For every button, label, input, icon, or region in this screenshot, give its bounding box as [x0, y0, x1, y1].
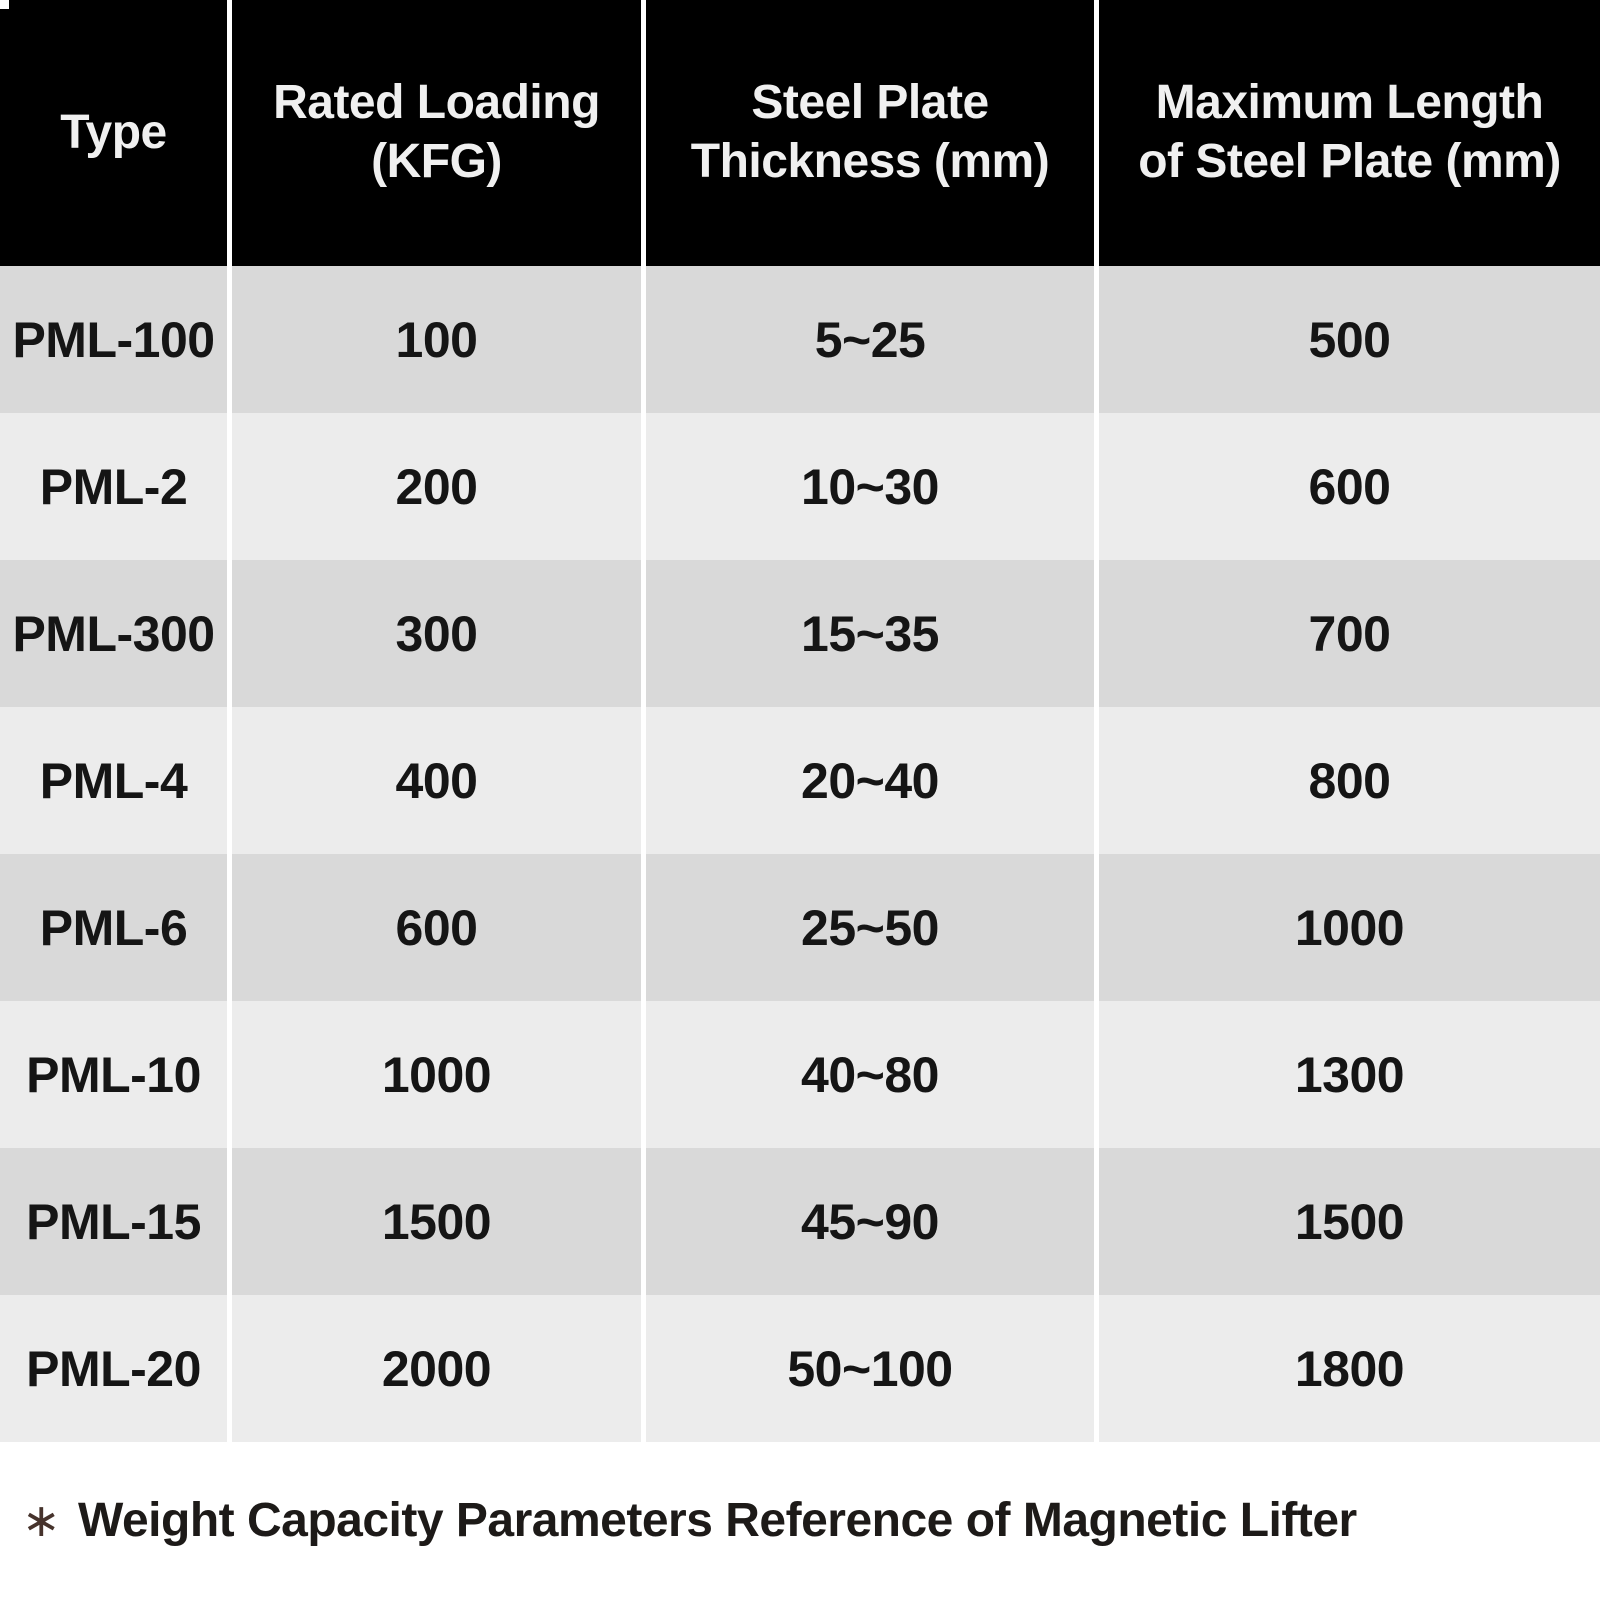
cell-thickness: 50~100 [646, 1295, 1094, 1442]
col-header-rated-loading-line1: Rated Loading [273, 76, 600, 130]
col-header-type: Type [0, 0, 227, 266]
table-row: PML-4 400 20~40 800 [0, 707, 1600, 854]
cell-rated-loading: 1500 [232, 1148, 641, 1295]
table-row: PML-2 200 10~30 600 [0, 413, 1600, 560]
cell-max-length: 1300 [1099, 1001, 1600, 1148]
cell-thickness: 45~90 [646, 1148, 1094, 1295]
cell-rated-loading: 100 [232, 266, 641, 413]
cell-thickness: 15~35 [646, 560, 1094, 707]
col-header-max-length: Maximum Length of Steel Plate (mm) [1099, 0, 1600, 266]
cell-thickness: 20~40 [646, 707, 1094, 854]
cell-thickness: 5~25 [646, 266, 1094, 413]
cell-type: PML-15 [0, 1148, 227, 1295]
table-row: PML-100 100 5~25 500 [0, 266, 1600, 413]
cell-max-length: 700 [1099, 560, 1600, 707]
table-row: PML-300 300 15~35 700 [0, 560, 1600, 707]
cell-type: PML-6 [0, 854, 227, 1001]
footnote: ∗ Weight Capacity Parameters Reference o… [22, 1462, 1357, 1578]
spec-table: Type Rated Loading (KFG) Steel Plate Thi… [0, 0, 1600, 1442]
cell-type: PML-4 [0, 707, 227, 854]
cell-type: PML-20 [0, 1295, 227, 1442]
cell-max-length: 800 [1099, 707, 1600, 854]
cell-max-length: 1500 [1099, 1148, 1600, 1295]
cell-thickness: 10~30 [646, 413, 1094, 560]
cell-thickness: 40~80 [646, 1001, 1094, 1148]
footnote-text: Weight Capacity Parameters Reference of … [78, 1493, 1357, 1547]
cell-max-length: 500 [1099, 266, 1600, 413]
table-row: PML-20 2000 50~100 1800 [0, 1295, 1600, 1442]
col-header-rated-loading: Rated Loading (KFG) [232, 0, 641, 266]
cell-rated-loading: 1000 [232, 1001, 641, 1148]
col-header-thickness-line2: Thickness (mm) [690, 135, 1050, 188]
cell-max-length: 1800 [1099, 1295, 1600, 1442]
table-row: PML-6 600 25~50 1000 [0, 854, 1600, 1001]
corner-notch [0, 0, 9, 9]
cell-type: PML-100 [0, 266, 227, 413]
cell-rated-loading: 200 [232, 413, 641, 560]
col-header-max-length-line2: of Steel Plate (mm) [1138, 135, 1561, 188]
table-row: PML-10 1000 40~80 1300 [0, 1001, 1600, 1148]
cell-rated-loading: 300 [232, 560, 641, 707]
cell-rated-loading: 400 [232, 707, 641, 854]
cell-rated-loading: 2000 [232, 1295, 641, 1442]
cell-rated-loading: 600 [232, 854, 641, 1001]
cell-type: PML-10 [0, 1001, 227, 1148]
cell-type: PML-2 [0, 413, 227, 560]
col-header-thickness-line1: Steel Plate [751, 76, 989, 130]
col-header-type-line1: Type [60, 105, 167, 159]
cell-max-length: 600 [1099, 413, 1600, 560]
col-header-thickness: Steel Plate Thickness (mm) [646, 0, 1094, 266]
col-header-max-length-line1: Maximum Length [1155, 76, 1544, 130]
cell-type: PML-300 [0, 560, 227, 707]
cell-max-length: 1000 [1099, 854, 1600, 1001]
col-header-rated-loading-line2: (KFG) [371, 135, 502, 188]
table-header-row: Type Rated Loading (KFG) Steel Plate Thi… [0, 0, 1600, 266]
table-row: PML-15 1500 45~90 1500 [0, 1148, 1600, 1295]
asterisk-icon: ∗ [22, 1494, 61, 1546]
cell-thickness: 25~50 [646, 854, 1094, 1001]
